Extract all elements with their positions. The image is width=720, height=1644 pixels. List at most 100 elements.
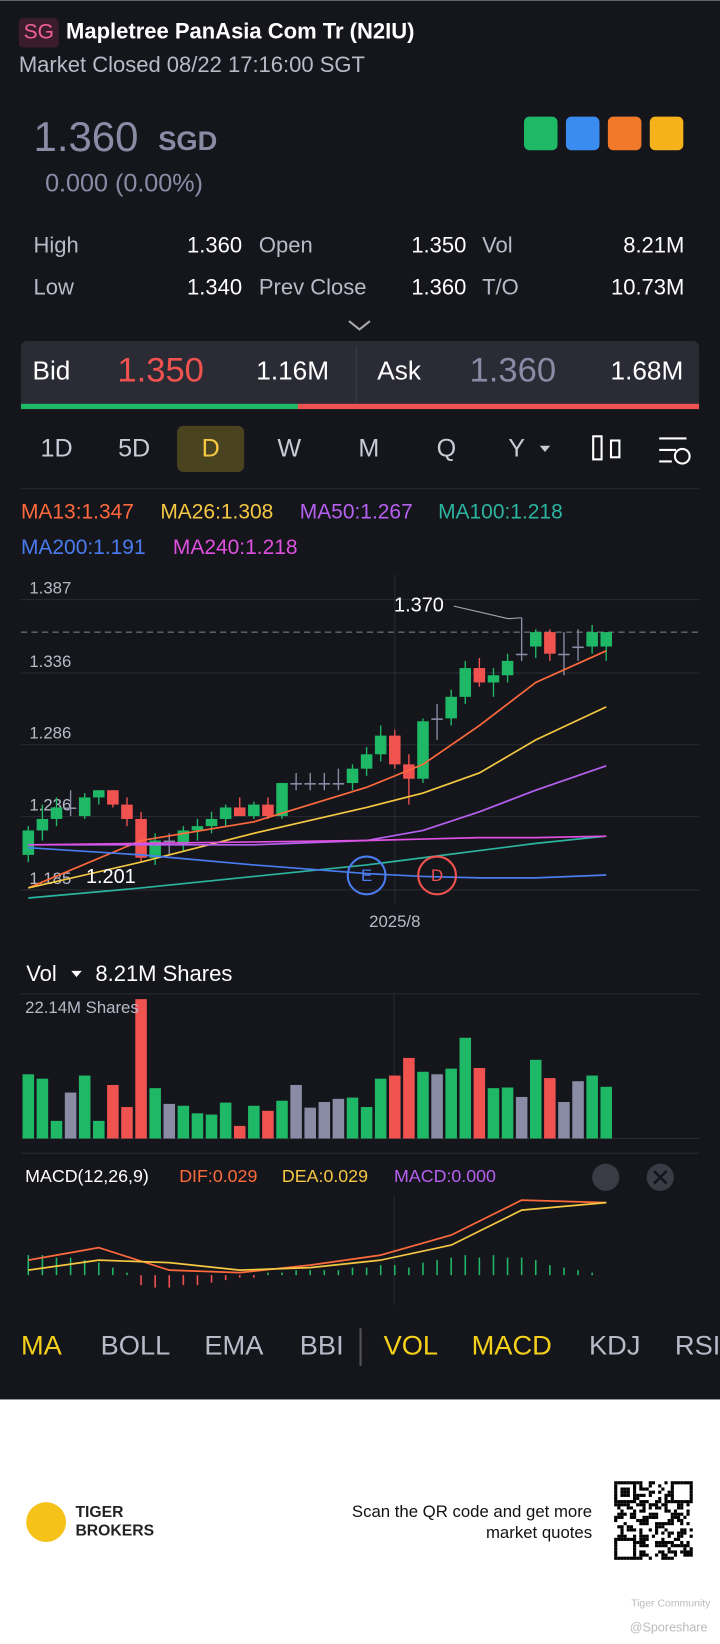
settings-icon[interactable] <box>659 437 687 463</box>
qr-cell <box>661 1525 665 1529</box>
period-tab[interactable]: Q <box>437 435 457 463</box>
qr-cell <box>617 1525 621 1529</box>
expand-arrow[interactable] <box>348 320 371 331</box>
qr-cell <box>614 1550 618 1554</box>
stock-name: Mapletree PanAsia Com Tr (N2IU) <box>66 19 414 44</box>
qr-cell <box>655 1500 659 1504</box>
vol-current: 8.21M Shares <box>95 961 232 986</box>
currency: SGD <box>158 125 217 156</box>
candle-body <box>586 632 598 647</box>
volume-bar <box>304 1107 316 1139</box>
stat-label: Vol <box>482 232 513 257</box>
qr-cell <box>629 1481 634 1485</box>
stat-label: Low <box>34 274 74 299</box>
indicator-tab[interactable]: VOL <box>384 1329 439 1360</box>
indicator-tab[interactable]: EMA <box>204 1329 264 1360</box>
qr-cell <box>689 1534 693 1538</box>
icon[interactable] <box>565 116 600 151</box>
qr-cell <box>651 1481 656 1485</box>
period-tab[interactable]: Y <box>508 435 525 463</box>
qr-cell <box>670 1522 674 1526</box>
volume-bar <box>431 1074 443 1139</box>
qr-cell <box>636 1540 640 1545</box>
qr-cell <box>614 1490 618 1494</box>
ma-line <box>27 650 607 889</box>
volume-bar <box>233 1125 246 1139</box>
qr-cell <box>639 1556 643 1560</box>
qr-cell <box>648 1556 652 1560</box>
qr-cell <box>673 1481 678 1485</box>
ma-legend: MA200:1.191 <box>21 536 146 559</box>
brand: BROKERS <box>75 1523 154 1540</box>
indicator-tab[interactable]: KDJ <box>589 1329 640 1360</box>
qr-cell <box>670 1540 674 1545</box>
qr-cell <box>689 1553 693 1557</box>
period-tab[interactable]: M <box>358 435 379 463</box>
qr-cell <box>639 1553 643 1557</box>
icon[interactable] <box>649 116 684 151</box>
qr-cell <box>614 1484 618 1488</box>
indicator-tab[interactable]: MA <box>21 1329 63 1360</box>
qr-cell <box>626 1493 630 1497</box>
pin-button[interactable] <box>592 1163 620 1191</box>
qr-cell <box>648 1528 652 1532</box>
qr-cell <box>680 1481 684 1485</box>
chart-type-icon[interactable] <box>592 435 603 461</box>
qr-cell <box>677 1537 681 1541</box>
qr-cell <box>689 1500 693 1504</box>
candle-body <box>290 783 302 785</box>
qr-cell <box>664 1503 668 1507</box>
qr-cell <box>658 1496 662 1501</box>
qr-cell <box>661 1537 665 1541</box>
qr-cell <box>639 1537 643 1541</box>
indicator-tab[interactable]: BOLL <box>101 1329 171 1360</box>
candle-body <box>262 804 274 817</box>
qr-cell <box>680 1506 684 1510</box>
period-tab[interactable]: 5D <box>118 435 150 463</box>
period-tab[interactable]: W <box>277 435 301 463</box>
vol-title[interactable]: Vol <box>26 961 57 986</box>
bid-label: Bid <box>32 355 70 385</box>
qr-cell <box>642 1509 646 1513</box>
volume-bar <box>374 1078 387 1139</box>
qr-cell <box>623 1490 627 1494</box>
qr-cell <box>658 1500 662 1504</box>
candle-body <box>459 668 472 697</box>
qr-cell <box>689 1550 693 1554</box>
qr-cell <box>664 1544 668 1548</box>
period-active-bg <box>177 425 245 472</box>
indicator-tab[interactable]: RSI <box>675 1329 720 1360</box>
event-marker[interactable] <box>417 855 457 896</box>
period-tab[interactable]: D <box>202 435 220 463</box>
qr-cell <box>667 1500 671 1504</box>
qr-cell <box>620 1534 624 1538</box>
qr-cell <box>639 1544 643 1548</box>
stat-value: 1.350 <box>411 232 466 257</box>
period-tab[interactable]: 1D <box>41 435 73 463</box>
qr-cell <box>642 1550 646 1554</box>
qr-cell <box>689 1528 693 1532</box>
qr-cell <box>651 1503 656 1507</box>
qr-cell <box>667 1531 671 1535</box>
settings-icon[interactable] <box>673 447 691 465</box>
qr-cell <box>664 1493 668 1497</box>
qr-cell <box>661 1550 665 1554</box>
indicator-tab[interactable]: BBI <box>300 1329 344 1360</box>
candle-body <box>163 840 176 843</box>
candle-body <box>233 807 246 817</box>
indicator-tab[interactable]: MACD <box>472 1329 552 1360</box>
qr-cell <box>670 1500 674 1504</box>
qr-cell <box>620 1556 624 1560</box>
stat-label: Prev Close <box>259 274 367 299</box>
qr-cell <box>670 1518 674 1523</box>
chart-type-icon[interactable] <box>609 439 621 459</box>
qr-cell <box>636 1503 640 1507</box>
qr-cell <box>673 1553 678 1557</box>
qr-cell <box>617 1503 621 1507</box>
icon[interactable] <box>607 116 642 151</box>
qr-cell <box>639 1522 643 1526</box>
event-marker[interactable] <box>346 855 387 896</box>
icon[interactable] <box>524 116 558 151</box>
qr-cell <box>633 1512 637 1516</box>
volume-bar <box>22 1074 35 1139</box>
